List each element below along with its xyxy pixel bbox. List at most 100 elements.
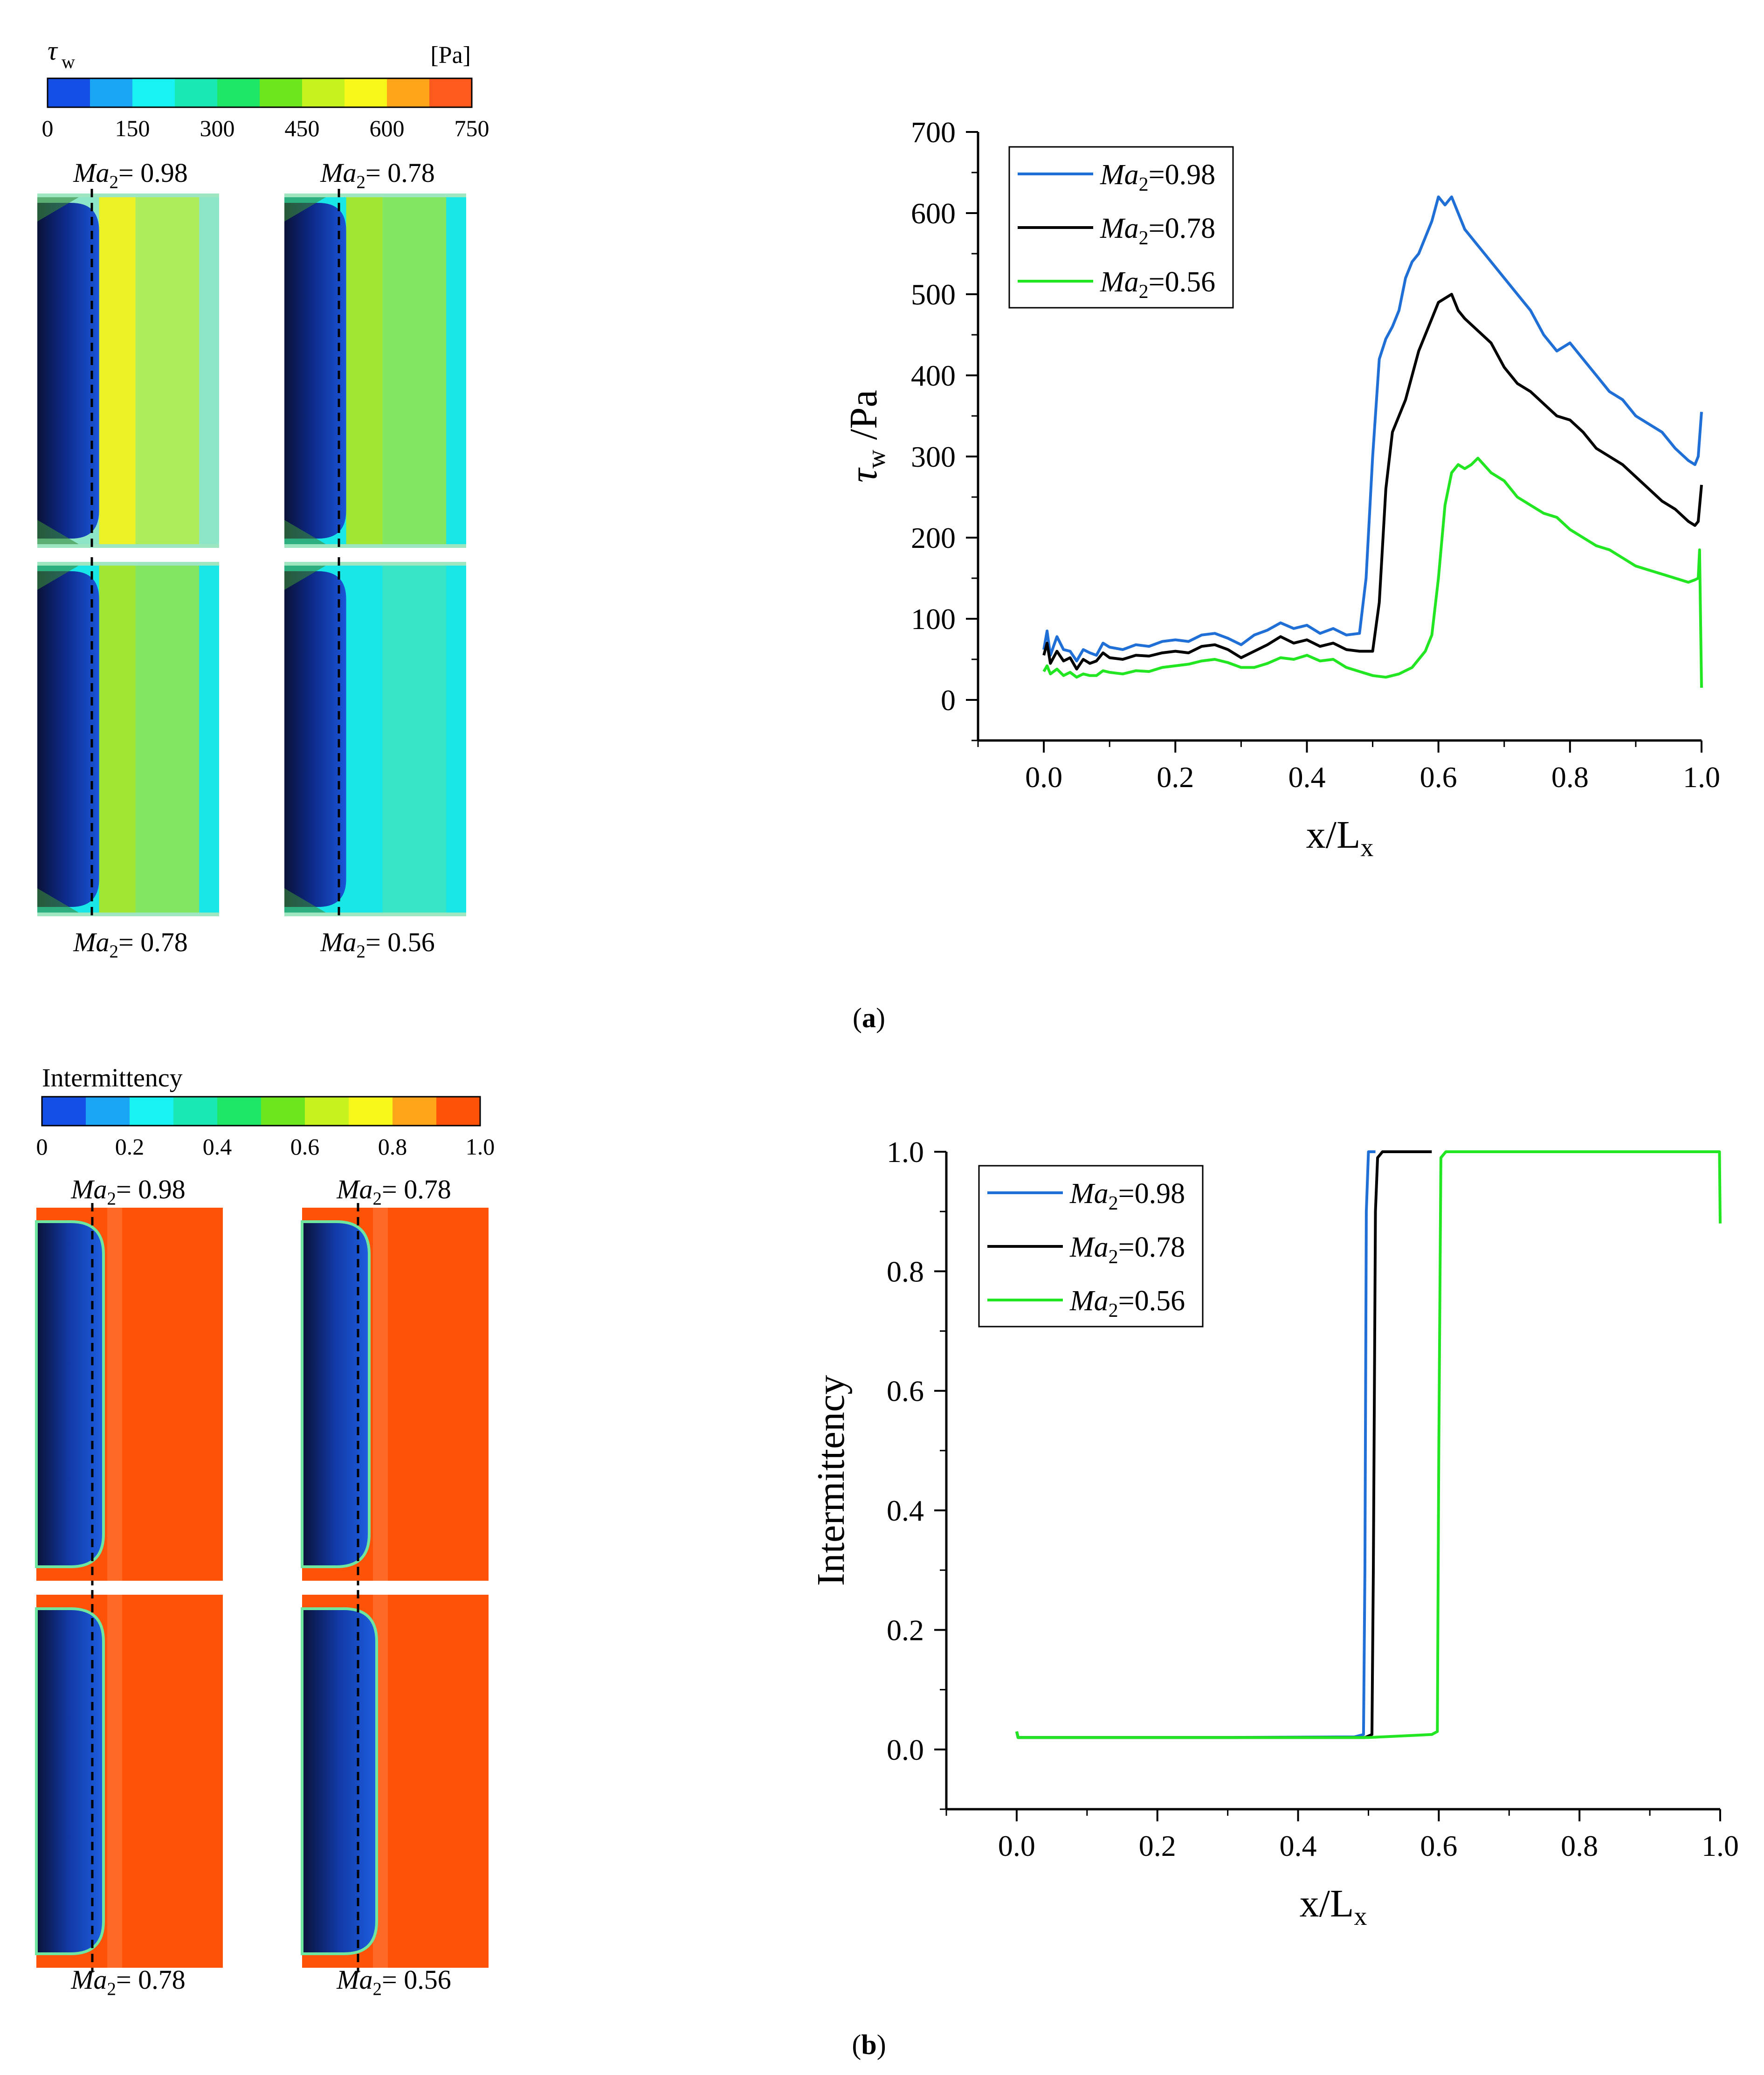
colorbar-swatch-1: [90, 78, 133, 107]
panel-b-label-open: (: [852, 2029, 861, 2060]
contour-a-label-0-ma: Ma: [73, 158, 109, 188]
panel-a-label-close: ): [876, 1003, 885, 1033]
colorbar-swatch-5: [260, 78, 303, 107]
y-axis-title-main: τ: [842, 467, 885, 483]
legend-label-0-sub: 2: [1109, 1193, 1118, 1214]
x-tick-label: 0.0: [1025, 761, 1062, 794]
contour-a-label-0-sub: 2: [110, 172, 119, 192]
series-line-0: [1042, 195, 1703, 663]
contour-b-label-2-val: = 0.78: [116, 1964, 186, 1995]
legend-label-1-val: =0.78: [1118, 1231, 1185, 1263]
legend-label-2: Ma2=0.56: [1069, 1285, 1185, 1321]
contour-b-label-0-val: = 0.98: [116, 1174, 186, 1204]
colorbar-tick-label: 600: [370, 115, 405, 141]
legend-label-1-val: =0.78: [1149, 213, 1215, 244]
legend-label-2-val: =0.56: [1149, 266, 1215, 298]
contour-laminar-region: [37, 571, 99, 907]
panel-a-label-letter: a: [862, 1003, 876, 1033]
y-tick-label: 700: [911, 116, 956, 149]
contour-b-label-0-sub: 2: [107, 1189, 117, 1209]
legend-label-2-ma: Ma: [1100, 266, 1139, 298]
colorbar-swatch-9: [436, 1097, 481, 1126]
y-tick-label: 500: [911, 278, 956, 311]
contour-bottom-edge: [284, 913, 466, 916]
colorbar-a-unit: [Pa]: [430, 42, 471, 69]
x-tick-label: 1.0: [1702, 1829, 1739, 1862]
contour-downstream-band: [346, 562, 447, 916]
colorbar-swatch-3: [175, 78, 218, 107]
series-line-2: [1042, 456, 1703, 688]
legend-label-2-ma: Ma: [1069, 1285, 1109, 1317]
colorbar-swatch-3: [173, 1097, 218, 1126]
colorbar-swatch-1: [86, 1097, 130, 1126]
colorbar-swatch-8: [387, 78, 430, 107]
contour-b-label-1-val: = 0.78: [382, 1174, 451, 1204]
colorbar-swatch-9: [429, 78, 472, 107]
series-line-1: [1042, 293, 1703, 671]
y-axis-title: Intermittency: [809, 1375, 853, 1586]
y-tick-label: 0.4: [887, 1494, 924, 1527]
panel-b-label: (b): [852, 2029, 886, 2060]
contour-b-label-1-sub: 2: [373, 1189, 382, 1209]
contour-downstream-band: [346, 194, 447, 548]
legend-label-1-sub: 2: [1139, 228, 1149, 249]
x-axis-title-sub: x: [1354, 1902, 1367, 1931]
colorbar-swatch-5: [261, 1097, 305, 1126]
contour-a-label-0: Ma2= 0.98: [73, 158, 188, 192]
x-tick-label: 0.2: [1139, 1829, 1176, 1862]
colorbar-swatch-0: [48, 78, 90, 107]
contour-a-label-1-ma: Ma: [320, 158, 356, 188]
colorbar-frame: [41, 1096, 481, 1127]
colorbar-tick-label: 0.6: [290, 1134, 320, 1160]
contour-b-label-1: Ma2= 0.78: [336, 1174, 451, 1209]
contour-a-label-3-val: = 0.56: [365, 927, 435, 957]
y-tick-label: 600: [911, 197, 956, 230]
contour-b-label-2-ma: Ma: [70, 1964, 107, 1995]
legend-label-1-ma: Ma: [1100, 213, 1139, 244]
chart-b: 0.0 0.2 0.4 0.6 0.8 1.00.00.20.40.60.81.0Ma2=…: [809, 1135, 1739, 1931]
colorbar-swatch-6: [305, 1097, 349, 1126]
contour-laminar-region: [284, 203, 346, 539]
colorbar-tick-label: 750: [455, 115, 489, 141]
colorbar-swatch-2: [132, 78, 175, 107]
series-line-2: [1015, 1150, 1722, 1739]
contour-b-label-3: Ma2= 0.56: [336, 1964, 451, 1999]
panel-a: τ w [Pa] 0 150 300 450 600 750 Ma2= 0.98 Ma2= …: [37, 35, 1720, 1033]
colorbar-swatch-7: [349, 1097, 393, 1126]
x-axis-title-sub: x: [1360, 833, 1373, 862]
contour-bottom-edge: [37, 913, 219, 916]
colorbar-b: Intermittency 0 0.2 0.4 0.6 0.8 1.0: [36, 1064, 495, 1160]
y-axis-title: τw /Pa: [842, 390, 891, 483]
contour-corner-bottom: [37, 520, 85, 548]
contour-laminar-region: [301, 1607, 378, 1955]
y-axis-title-unit: /Pa: [842, 390, 885, 450]
contour-laminar-region: [35, 1220, 105, 1568]
legend-label-1: Ma2=0.78: [1069, 1231, 1185, 1268]
legend-label-0: Ma2=0.98: [1100, 159, 1215, 195]
contour-mid-band: [135, 194, 200, 548]
panel-a-label-open: (: [853, 1003, 862, 1033]
x-tick-label: 0.0: [998, 1829, 1035, 1862]
y-tick-label: 1.0: [887, 1135, 924, 1169]
colorbar-swatch-6: [302, 78, 345, 107]
y-tick-label: 0.2: [887, 1613, 924, 1646]
y-tick-label: 0: [941, 684, 956, 717]
y-tick-label: 400: [911, 359, 956, 392]
legend-label-0-val: =0.98: [1118, 1178, 1185, 1210]
contour-b-3: [301, 1590, 489, 1972]
contour-corner-bottom: [284, 888, 332, 916]
contour-downstream-band: [99, 194, 200, 548]
contour-mid-band: [382, 194, 447, 548]
legend-label-0: Ma2=0.98: [1069, 1178, 1185, 1214]
contour-a-label-3-sub: 2: [357, 941, 366, 961]
colorbar-tick-label: 450: [285, 115, 320, 141]
colorbar-a-symbol-sub: w: [62, 51, 75, 72]
colorbar-swatch-7: [345, 78, 387, 107]
contour-top-edge: [37, 194, 219, 197]
panel-b: Intermittency 0 0.2 0.4 0.6 0.8 1.0 Ma2= 0.98…: [35, 1064, 1739, 2060]
contour-b-0: [35, 1203, 223, 1585]
contour-a-label-2-val: = 0.78: [118, 927, 188, 957]
contour-b-label-3-ma: Ma: [336, 1964, 372, 1995]
contour-b-label-2: Ma2= 0.78: [70, 1964, 186, 1999]
